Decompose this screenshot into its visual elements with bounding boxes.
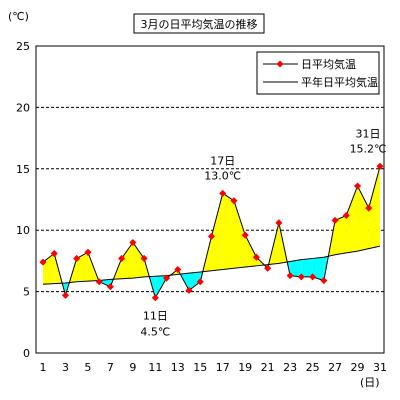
y-tick-label: 10 [16,224,30,237]
data-point [196,278,204,286]
data-point [342,211,350,219]
legend-label-normal: 平年日平均気温 [301,75,378,89]
data-point [151,294,159,302]
plot-frame [35,45,385,354]
data-point [264,264,272,272]
legend: 日平均気温 平年日平均気温 [256,51,380,95]
data-point [320,277,328,285]
fill-segment [245,235,257,268]
x-tick-label: 25 [306,361,320,374]
fill-segment [233,200,246,269]
data-point [331,216,339,224]
data-point [241,231,249,239]
y-tick-label: 5 [23,286,30,299]
y-tick-label: 20 [16,101,30,114]
data-point [185,286,193,294]
data-point [174,265,182,274]
fill-segment [189,271,201,291]
data-point [219,189,227,197]
gridlines [36,106,384,293]
data-point [230,197,238,205]
chart-title-box [133,13,265,34]
x-tick-label: 1 [40,361,47,374]
area-fills [43,166,380,298]
data-point [163,274,171,282]
legend-box [256,51,380,95]
x-unit-label: (日) [360,376,380,389]
fill-segment [132,242,145,279]
data-point [207,232,216,240]
data-point [84,248,92,256]
legend-marker-daily [276,60,284,68]
chart-title: 3月の日平均気温の推移 [141,17,258,31]
fill-segment [290,259,302,277]
x-tick-label: 29 [351,361,365,374]
x-tick-label: 17 [216,361,230,374]
annotation-value: 4.5℃ [140,326,170,339]
annotation-value: 13.0℃ [204,169,241,182]
annotations: 17日 13.0℃ 11日 4.5℃ 31日 15.2℃ [140,127,386,338]
data-points [39,162,384,302]
data-point [365,204,373,212]
annotation-day: 11日 [143,310,168,323]
x-axis-ticks: 1 3 5 7 9 11 13 15 17 19 21 23 25 27 29 31 [40,361,388,374]
fill-segment [357,185,369,252]
fill-segment [301,258,313,277]
x-tick-label: 11 [148,361,162,374]
x-tick-label: 9 [129,361,136,374]
fill-segment [121,242,133,279]
y-tick-label: 25 [16,40,30,53]
x-tick-label: 13 [171,361,185,374]
x-tick-label: 31 [373,361,387,374]
x-tick-label: 5 [84,361,91,374]
y-unit-label: (℃) [8,10,29,23]
fill-segment [76,252,88,282]
fill-segment [211,193,223,271]
fill-segment [312,257,324,281]
annotation-day: 17日 [210,154,235,167]
data-point [353,182,362,190]
x-tick-label: 15 [193,361,207,374]
x-tick-label: 27 [328,361,342,374]
data-point [73,254,81,262]
x-tick-label: 21 [261,361,275,374]
data-point [376,162,384,170]
annotation-value: 15.2℃ [350,142,387,155]
data-point [95,278,103,286]
data-point [118,254,126,262]
data-point [140,254,148,262]
data-point [129,238,137,247]
data-point [309,273,317,281]
x-tick-label: 3 [62,361,69,374]
y-tick-label: 15 [16,163,30,176]
y-tick-label: 0 [23,347,30,360]
y-axis-ticks: 0 5 10 15 20 25 [16,40,30,360]
data-point [50,249,58,258]
annotation-day: 31日 [356,127,381,140]
data-point [275,219,283,227]
x-tick-label: 7 [107,361,114,374]
data-point [286,272,294,280]
fill-segment [368,166,380,249]
legend-label-daily: 日平均気温 [301,57,356,71]
data-point [106,283,114,291]
data-point [61,291,70,299]
data-point [297,273,305,281]
x-tick-label: 19 [238,361,252,374]
fill-segment [43,253,55,285]
fill-segment [222,193,234,270]
fill-segment [335,215,347,255]
x-tick-label: 23 [283,361,297,374]
data-point [39,258,47,266]
fill-segment [346,185,358,253]
